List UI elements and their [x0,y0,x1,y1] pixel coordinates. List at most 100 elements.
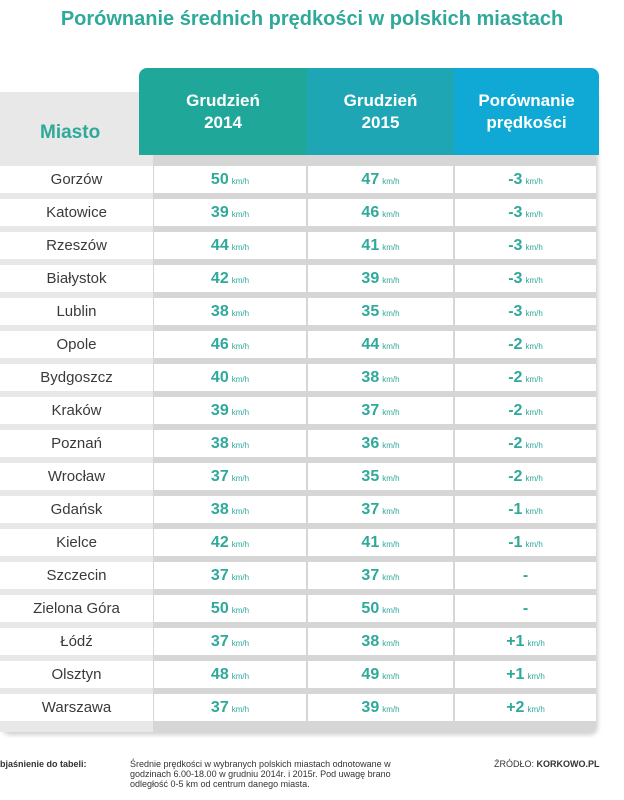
speed-diff-value: +1 [506,666,525,683]
city-name: Lublin [0,298,153,325]
unit-label: km/h [231,507,250,516]
speed-2014-cell: 37 km/h [154,628,306,655]
unit-label: km/h [525,309,543,318]
speed-diff-cell: -1 km/h [455,529,596,556]
speed-2014-value: 50 [210,600,229,617]
unit-label: km/h [231,474,250,483]
speed-diff-cell: -3 km/h [455,232,596,259]
unit-label: km/h [525,243,543,252]
table-row: Katowice 39 km/h 46 km/h -3 km/h [0,199,596,226]
header-grudzien-2015: Grudzień 2015 [307,68,454,155]
speed-diff-value: -3 [508,171,523,188]
city-name: Olsztyn [0,661,153,688]
footer-note: Średnie prędkości w wybranych polskich m… [130,759,391,789]
table-row: Opole 46 km/h 44 km/h -2 km/h [0,331,596,358]
speed-2014-cell: 46 km/h [154,331,306,358]
speed-diff-value: - [522,567,529,584]
table-row: Rzeszów 44 km/h 41 km/h -3 km/h [0,232,596,259]
speed-diff-value: -1 [508,501,523,518]
speed-2015-cell: 36 km/h [308,430,453,457]
speed-2015-cell: 44 km/h [308,331,453,358]
speed-2014-cell: 37 km/h [154,694,306,721]
speed-diff-cell: - [455,562,596,589]
speed-diff-value: -2 [508,435,523,452]
speed-2014-cell: 39 km/h [154,397,306,424]
speed-diff-value: -2 [508,402,523,419]
speed-diff-value: -3 [508,204,523,221]
speed-2014-value: 37 [210,633,229,650]
speed-2015-cell: 50 km/h [308,595,453,622]
speed-2014-value: 38 [210,435,229,452]
unit-label: km/h [231,441,250,450]
speed-2014-cell: 40 km/h [154,364,306,391]
unit-label: km/h [231,177,250,186]
table-row: Zielona Góra 50 km/h 50 km/h - [0,595,596,622]
unit-label: km/h [382,309,400,318]
speed-diff-cell: -3 km/h [455,298,596,325]
unit-label: km/h [382,210,400,219]
city-name: Katowice [0,199,153,226]
speed-2014-cell: 39 km/h [154,199,306,226]
speed-2014-cell: 38 km/h [154,298,306,325]
speed-2014-value: 37 [210,699,229,716]
unit-label: km/h [525,507,543,516]
speed-2015-cell: 35 km/h [308,298,453,325]
header-2014-line1: Grudzień [186,90,260,110]
speed-2014-cell: 44 km/h [154,232,306,259]
speed-diff-value: -2 [508,336,523,353]
speed-diff-value: -3 [508,303,523,320]
speed-2014-cell: 38 km/h [154,430,306,457]
unit-label: km/h [525,375,543,384]
speed-2014-value: 39 [210,204,229,221]
header-porownanie-line2: prędkości [486,112,567,132]
speed-diff-cell: +2 km/h [455,694,596,721]
speed-diff-value: -3 [508,237,523,254]
speed-2015-cell: 41 km/h [308,529,453,556]
speed-2015-value: 38 [361,633,380,650]
speed-2014-cell: 50 km/h [154,595,306,622]
speed-2014-cell: 37 km/h [154,463,306,490]
speed-diff-value: - [522,600,529,617]
speed-2014-cell: 50 km/h [154,166,306,193]
speed-2014-cell: 48 km/h [154,661,306,688]
speed-diff-value: -2 [508,369,523,386]
unit-label: km/h [382,573,400,582]
speed-diff-cell: -2 km/h [455,364,596,391]
city-name: Kraków [0,397,153,424]
speed-2015-value: 49 [361,666,380,683]
speed-2014-value: 39 [210,402,229,419]
speed-diff-value: -3 [508,270,523,287]
speed-2015-value: 50 [361,600,380,617]
speed-2015-value: 37 [361,402,380,419]
unit-label: km/h [382,441,400,450]
speed-diff-cell: -3 km/h [455,265,596,292]
city-name: Bydgoszcz [0,364,153,391]
speed-diff-cell: -1 km/h [455,496,596,523]
speed-2015-cell: 47 km/h [308,166,453,193]
footer: bjaśnienie do tabeli: Średnie prędkości … [0,755,624,800]
unit-label: km/h [527,672,545,681]
unit-label: km/h [382,276,400,285]
unit-label: km/h [525,210,543,219]
speed-diff-cell: -2 km/h [455,430,596,457]
speed-2014-value: 37 [210,468,229,485]
speed-2015-cell: 37 km/h [308,397,453,424]
unit-label: km/h [231,210,250,219]
speed-diff-cell: +1 km/h [455,661,596,688]
speed-diff-cell: +1 km/h [455,628,596,655]
city-name: Gorzów [0,166,153,193]
speed-2015-cell: 46 km/h [308,199,453,226]
table-row: Szczecin 37 km/h 37 km/h - [0,562,596,589]
page-title: Porównanie średnich prędkości w polskich… [60,8,564,30]
city-name: Gdańsk [0,496,153,523]
header-2014-line2: 2014 [204,112,242,132]
speed-2014-value: 46 [210,336,229,353]
unit-label: km/h [231,672,250,681]
unit-label: km/h [231,606,250,615]
city-name: Białystok [0,265,153,292]
unit-label: km/h [382,507,400,516]
header-porownanie: Porównanie prędkości [454,68,599,155]
city-name: Zielona Góra [0,595,153,622]
city-name: Warszawa [0,694,153,721]
speed-2014-cell: 37 km/h [154,562,306,589]
